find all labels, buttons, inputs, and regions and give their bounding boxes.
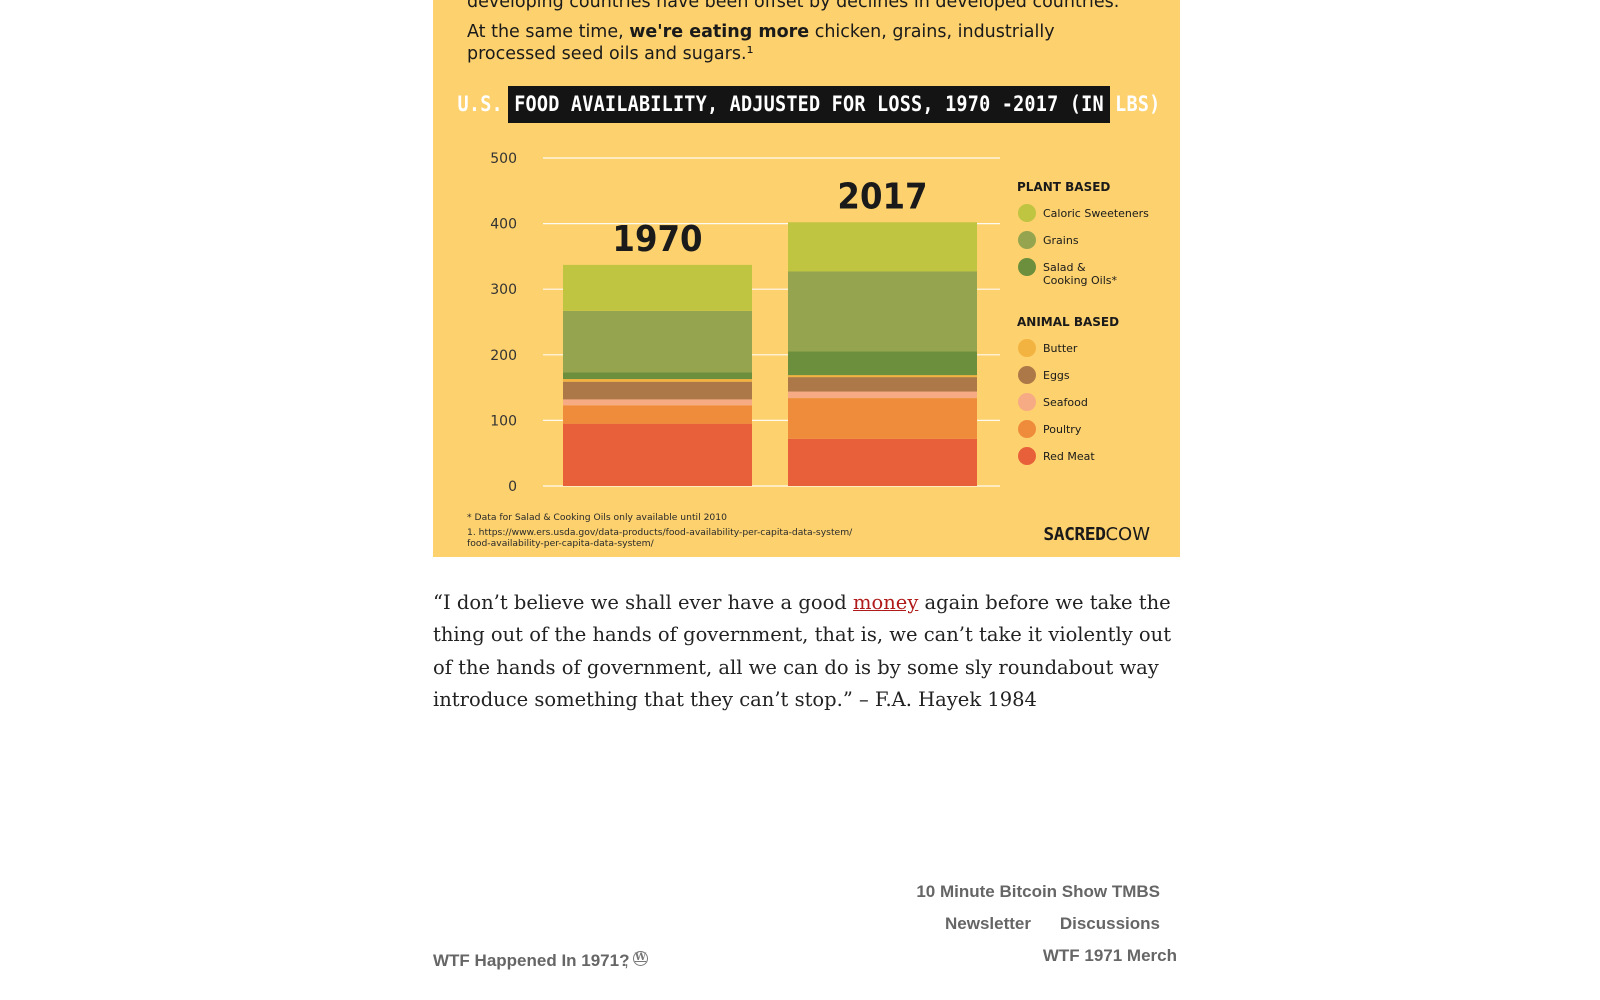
money-link[interactable]: money — [853, 591, 919, 614]
chart-title-banner: U.S. FOOD AVAILABILITY, ADJUSTED FOR LOS… — [458, 86, 1160, 123]
footnote-source-url-cont: food-availability-per-capita-data-system… — [467, 538, 654, 549]
bar-segment — [788, 398, 977, 439]
legend-swatch — [1018, 420, 1036, 438]
legend-label: Eggs — [1043, 369, 1070, 382]
legend-label: Seafood — [1043, 396, 1088, 409]
bar-segment — [563, 381, 752, 400]
legend-label: Poultry — [1043, 423, 1082, 436]
bar-segment — [788, 222, 977, 272]
legend-label: Butter — [1043, 342, 1078, 355]
footer-nav-merch[interactable]: WTF 1971 Merch — [1042, 946, 1177, 965]
hayek-quote: “I don’t believe we shall ever have a go… — [433, 591, 1172, 712]
legend-label: Caloric Sweeteners — [1043, 207, 1149, 220]
site-title-link[interactable]: WTF Happened In 1971? — [433, 951, 630, 970]
legend-label: Red Meat — [1043, 450, 1095, 463]
bar-segment — [563, 310, 752, 373]
footer-nav-tmbs[interactable]: 10 Minute Bitcoin Show TMBS — [916, 882, 1160, 901]
y-tick-label: 100 — [490, 413, 517, 429]
legend-swatch — [1018, 339, 1036, 357]
y-tick-label: 300 — [490, 282, 517, 298]
bar-segment — [788, 271, 977, 352]
legend-swatch — [1018, 204, 1036, 222]
category-label: 2017 — [837, 176, 927, 217]
y-tick-label: 500 — [490, 151, 517, 167]
wordpress-icon[interactable]: W — [633, 951, 648, 966]
intro-text-line: processed seed oils and sugars.¹ — [467, 44, 754, 64]
stacked-bar-chart: 0 100 200 300 400 500 1970 2017 PLANT BASED Calor… — [490, 151, 1149, 495]
legend-swatch — [1018, 393, 1036, 411]
legend-swatch — [1018, 258, 1036, 276]
bar-segment — [788, 375, 977, 378]
sacred-cow-logo: SACREDCOW — [1043, 524, 1150, 545]
bar-segment — [563, 423, 752, 486]
legend-heading: PLANT BASED — [1017, 180, 1110, 194]
footnote: * Data for Salad & Cooking Oils only ava… — [467, 512, 727, 523]
bar-segment — [563, 372, 752, 380]
separator-comma: , — [624, 951, 629, 970]
bar-segment — [788, 351, 977, 376]
legend-heading: ANIMAL BASED — [1017, 315, 1119, 329]
y-tick-label: 200 — [490, 348, 517, 364]
bar-segment — [563, 264, 752, 311]
bar-segment — [788, 438, 977, 486]
footer-nav-discussions[interactable]: Discussions — [1059, 914, 1160, 933]
infographic-image: developing countries have been offset by… — [433, 0, 1180, 557]
legend-swatch — [1018, 447, 1036, 465]
bar-segment — [563, 405, 752, 424]
footer-nav-newsletter[interactable]: Newsletter — [945, 914, 1031, 933]
legend-swatch — [1018, 366, 1036, 384]
bar-segment — [563, 399, 752, 406]
chart-title: U.S. FOOD AVAILABILITY, ADJUSTED FOR LOS… — [457, 92, 1161, 117]
category-label: 1970 — [612, 219, 702, 260]
bar-segment — [788, 377, 977, 392]
footnote-source-url: 1. https://www.ers.usda.gov/data-product… — [467, 527, 853, 538]
legend-label: Salad & Cooking Oils* — [1043, 261, 1118, 287]
bar-segment — [788, 391, 977, 399]
legend-label: Grains — [1043, 234, 1079, 247]
bar-segment — [563, 379, 752, 382]
intro-text-line: developing countries have been offset by… — [467, 0, 1120, 12]
intro-text-line: At the same time, we're eating more chic… — [467, 22, 1055, 42]
y-tick-label: 400 — [490, 217, 517, 233]
legend-swatch — [1018, 231, 1036, 249]
y-tick-label: 0 — [508, 479, 517, 495]
